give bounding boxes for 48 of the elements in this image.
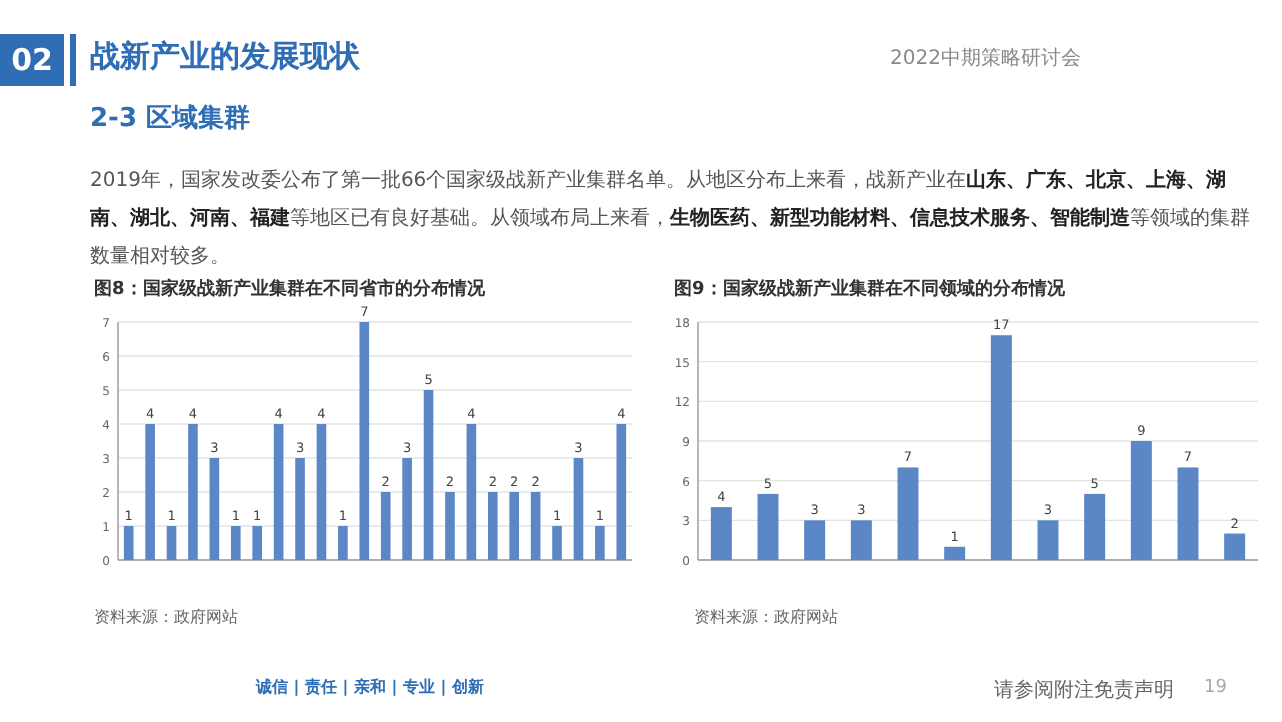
bar <box>1084 493 1106 560</box>
text: 战新产业的发展现状 <box>90 38 360 76</box>
bar <box>402 458 412 560</box>
text: 请参阅附注免责声明 <box>994 677 1174 704</box>
text: 2022中期策略研讨会 <box>890 45 1081 72</box>
bar <box>616 424 627 560</box>
bar <box>487 492 498 560</box>
bar <box>209 458 220 560</box>
text: 资料来源：政府网站 <box>94 606 238 628</box>
bar <box>897 467 919 560</box>
bar <box>530 492 541 560</box>
bar <box>359 322 370 560</box>
bar <box>990 335 1012 560</box>
bar <box>1130 441 1152 560</box>
bar <box>804 520 826 560</box>
bar <box>552 526 562 560</box>
bar <box>595 526 605 560</box>
chart-title: 图8：国家级战新产业集群在不同省市的分布情况 <box>94 278 487 300</box>
bar <box>230 526 241 560</box>
bar <box>710 507 732 560</box>
bar <box>757 493 779 560</box>
text: 19 <box>1204 678 1227 698</box>
bar <box>1177 467 1199 560</box>
text: 02 <box>0 34 64 86</box>
bar <box>338 526 348 560</box>
text: 资料来源：政府网站 <box>694 606 838 628</box>
text: 2-3 区域集群 <box>90 102 251 136</box>
bar <box>145 424 155 560</box>
bar <box>445 492 455 560</box>
bar <box>850 520 872 560</box>
bar <box>944 546 966 560</box>
text: 2019年，国家发改委公布了第一批66个国家级战新产业集群名单。从地区分布上来看，战新产业在山东、广东、北京、上海、湖南、湖北、河南、福建等地区已有良好基础。从领域布局上来看，生物医药、新型功能材料、信息技术服务、智能制造等领域的集群数量相对较多。 <box>90 170 1250 268</box>
text: 诚信 | 责任 | 亲和 | 专业 | 创新 <box>256 676 484 698</box>
chart-title: 图9：国家级战新产业集群在不同领域的分布情况 <box>674 278 1067 300</box>
bar <box>380 492 391 560</box>
bar <box>252 526 263 560</box>
bar <box>509 492 520 560</box>
bar <box>466 424 477 560</box>
bar <box>295 458 305 560</box>
bar <box>166 526 177 560</box>
bar <box>316 424 327 560</box>
bar <box>123 526 134 560</box>
bar <box>188 424 198 560</box>
bar <box>573 458 584 560</box>
bar <box>423 390 434 560</box>
bar <box>273 424 284 560</box>
bar <box>1224 533 1246 560</box>
bar <box>1037 520 1059 560</box>
